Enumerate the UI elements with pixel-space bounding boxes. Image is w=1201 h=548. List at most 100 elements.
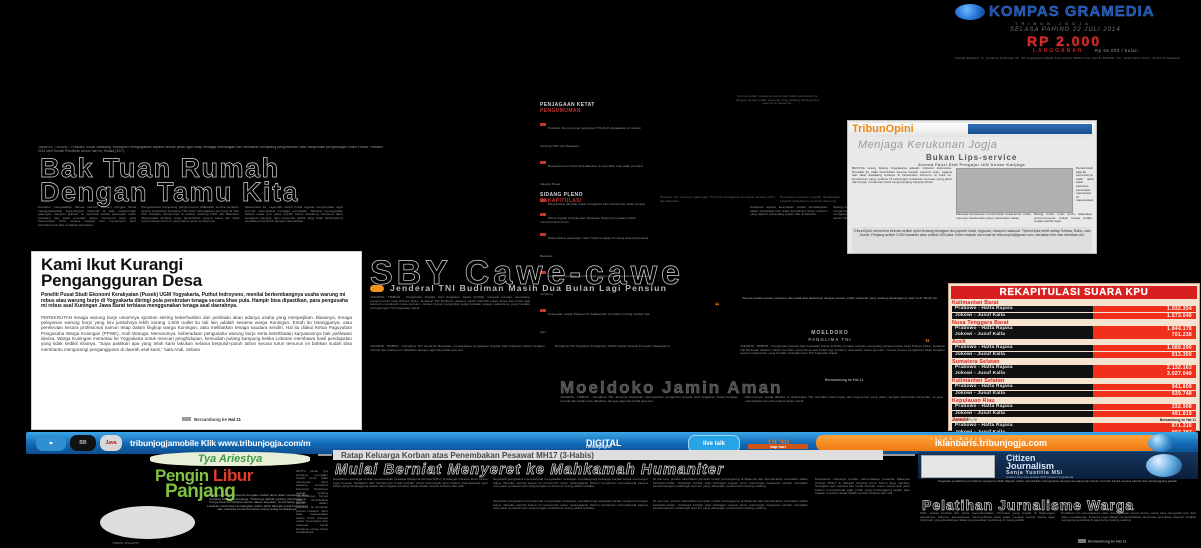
blackberry-icon[interactable]: BB bbox=[70, 435, 96, 451]
promo-navbar[interactable]: ⚭ BB Java tribunjogjamobile Klik www.tri… bbox=[26, 432, 1198, 454]
table-row: Prabowo - Hatta Rajasa 2.132.163 bbox=[952, 364, 1196, 371]
boxed-headline-line1: Kami Ikut Kurangi bbox=[41, 255, 184, 274]
boxed-continued-page[interactable]: Hal 11 bbox=[228, 417, 241, 422]
rekapitulasi-continued-page: Hal 11 bbox=[1186, 418, 1196, 422]
citizen-lead: Kegiatan pelatihan jurnalisme warga kemb… bbox=[938, 480, 1178, 483]
bullet-icon bbox=[540, 271, 546, 275]
photo-placeholder-icon bbox=[956, 168, 1073, 213]
celeb-photo-credit: TRIBUN JOGJA/IST bbox=[112, 541, 140, 545]
opini-title: Menjaga Kerukunan Jogja bbox=[858, 139, 998, 151]
lead-body-col-1: Presiden mengatakan bahwa seluruh elemen… bbox=[38, 206, 137, 227]
lead-headline: Bak Tuan Rumah Dengan Tamu Kita bbox=[40, 154, 400, 207]
frequency-time: 18.30 bbox=[766, 438, 790, 448]
quote-close: ” bbox=[925, 338, 930, 348]
rekapitulasi-candidate: Jokowi - Jusuf Kalla bbox=[952, 332, 1093, 339]
rekapitulasi-province: Aceh bbox=[952, 339, 966, 346]
bullet-icon bbox=[540, 161, 546, 165]
table-row: Jokowi - Jusuf Kalla 701.238 bbox=[952, 332, 1196, 339]
bullet-icon bbox=[540, 123, 546, 127]
masthead: KOMPAS GRAMEDIA TRIBUN JOGJA SELASA PAHI… bbox=[955, 2, 1197, 64]
citizen-continued[interactable]: Bersambung ke Hal 11 bbox=[1078, 539, 1126, 544]
rekapitulasi-candidate: Prabowo - Hatta Rajasa bbox=[952, 325, 1093, 332]
mobile-site-link[interactable]: tribunjogjamobile Klik www.tribunjogja.c… bbox=[130, 438, 311, 448]
rekapitulasi-candidate: Prabowo - Hatta Rajasa bbox=[952, 345, 1093, 352]
rekapitulasi-votes: 1.573.046 bbox=[1093, 312, 1196, 319]
lead-body-col-2: Pengamanan menjelang pengumuman dilakuka… bbox=[141, 206, 240, 224]
feature-col-3-top: Di sisi lain, proses identifikasi jenaza… bbox=[653, 478, 808, 489]
panel-penjagaan-item-2: Rekayasa lalu lintas diberlakukan di sej… bbox=[540, 164, 644, 186]
divider bbox=[883, 454, 915, 456]
rekapitulasi-votes: 2.132.163 bbox=[1093, 364, 1196, 371]
digital-newspaper-badge[interactable]: DIGITAL bbox=[586, 435, 682, 451]
rekapitulasi-province: Jambi bbox=[952, 417, 969, 424]
opini-col-3: Dialog lintas iman perlu dilakukan terus… bbox=[1034, 213, 1092, 224]
panel-penjagaan-item-3: Masyarakat diimbau tidak menggelar aksi … bbox=[540, 202, 646, 224]
rekapitulasi-province: Kepulauan Riau bbox=[952, 397, 995, 404]
opini-subtitle: Bukan Lips-service bbox=[926, 153, 1018, 162]
panel-sidang-item-4: Keberatan dapat diajukan ke Mahkamah Kon… bbox=[540, 312, 650, 334]
table-row: Prabowo - Hatta Rajasa 332.908 bbox=[952, 403, 1196, 410]
lead-headline-line2: Dengan Tamu Kita bbox=[40, 177, 300, 207]
boxed-body: PEREKRUTAN tenaga warung burjo umumnya s… bbox=[41, 314, 352, 352]
panel-sidang-item-3: Penetapan presiden terpilih dijadwalkan … bbox=[540, 274, 650, 296]
citizen-author-sub: Analisis Ilmu Komunikasi UPN Veteran Yog… bbox=[1006, 475, 1074, 479]
android-icon[interactable]: ⚭ bbox=[36, 435, 66, 451]
table-row: Jokowi - Jusuf Kalla 491.819 bbox=[952, 410, 1196, 417]
boxed-continued-label: Bersambung ke bbox=[194, 417, 227, 422]
rekapitulasi-votes: 871.316 bbox=[1093, 423, 1196, 430]
feature-col-4: Kepedihan keluarga korban penembakan pes… bbox=[815, 478, 910, 496]
feature-headline: Mulai Berniat Menyeret ke Mahkamah Human… bbox=[335, 461, 725, 479]
citizen-col-2: Pelatihan ini menekankan etika, kelengka… bbox=[1061, 512, 1196, 523]
table-row: Jokowi - Jusuf Kalla 913.309 bbox=[952, 351, 1196, 359]
rekapitulasi-votes: 1.844.178 bbox=[1093, 325, 1196, 332]
celeb-headline-part1: Pengin bbox=[155, 466, 209, 485]
orange-dot-icon bbox=[370, 285, 384, 293]
globe-icon bbox=[955, 4, 985, 20]
rekapitulasi-votes: 3.027.049 bbox=[1093, 371, 1196, 378]
iklanbaris-link[interactable]: iklanbaris.tribunjogja.com bbox=[816, 435, 1166, 451]
feature-col-2-top: Sejumlah pengacara internasional menyata… bbox=[493, 478, 648, 489]
moeldoko-continued-label: Bersambung ke bbox=[825, 378, 852, 382]
bullet-icon bbox=[540, 213, 546, 217]
rekapitulasi-votes: 1.089.290 bbox=[1093, 345, 1196, 352]
globe-icon bbox=[1146, 454, 1182, 477]
masthead-price: RP 2.000 bbox=[1027, 33, 1102, 49]
rekapitulasi-province: Kalimantan Selatan bbox=[952, 378, 1005, 385]
center-big-headline: SBY Cawe-cawe bbox=[370, 254, 685, 292]
quote-open: “ bbox=[715, 301, 720, 311]
opini-col-4: Pemerintah daerah semestinya hadir lebih… bbox=[1076, 167, 1094, 203]
table-row: Prabowo - Hatta Rajasa 1.089.290 bbox=[952, 345, 1196, 352]
rekapitulasi-continued[interactable]: Bersambung ke Hal 11 bbox=[1160, 418, 1196, 422]
panel-penjagaan: PENJAGAAN KETAT PENGUMUMAN Puluhan ribu … bbox=[540, 102, 650, 228]
opini-submission-note: TribunOpini menerima kiriman artikel opi… bbox=[852, 227, 1092, 253]
masthead-subscription-label: LANGGANAN bbox=[1033, 48, 1084, 54]
divider bbox=[318, 454, 332, 456]
center-mid-note: Puluhan ribu personel gabungan TNI-Polri… bbox=[660, 196, 775, 203]
rekapitulasi-votes: 491.819 bbox=[1093, 410, 1196, 417]
rekapitulasi-candidate: Prabowo - Hatta Rajasa bbox=[952, 403, 1093, 410]
citizen-title-line1: Citizen bbox=[1006, 453, 1036, 463]
feature-col-2: Sejumlah pengacara internasional menyata… bbox=[493, 500, 648, 511]
rekapitulasi-continued-label: Bersambung ke bbox=[1159, 418, 1186, 422]
table-row: Prabowo - Hatta Rajasa 941.809 bbox=[952, 384, 1196, 391]
quote-attribution-role: PANGLIMA TNI bbox=[808, 337, 852, 342]
panel-penjagaan-subtitle: PENGUMUMAN bbox=[540, 108, 581, 114]
center-subhead: Jenderal TNI Budiman Masih Dua Bulan Lag… bbox=[370, 283, 950, 293]
moeldoko-col-1: JAKARTA, TRIBUN - Panglima TNI Jenderal … bbox=[560, 396, 738, 403]
center-story-quote: Semua sudah sesuai prosedur dan tidak ad… bbox=[742, 297, 938, 300]
digital-line1: DIGITAL bbox=[586, 437, 622, 448]
table-row: Jokowi - Jusuf Kalla 939.748 bbox=[952, 391, 1196, 398]
celeb-name: Tya Ariestya bbox=[150, 452, 310, 466]
rekapitulasi-votes: 332.908 bbox=[1093, 403, 1196, 410]
citizen-title-line2: Journalism bbox=[1006, 461, 1055, 471]
masthead-footer-note: Alamat Redaksi: Jl. Jenderal Sudirman No… bbox=[955, 56, 1181, 60]
feature-kicker-strip: Ratap Keluarga Korban atas Penembakan Pe… bbox=[333, 450, 883, 460]
globe-icon bbox=[1148, 434, 1174, 452]
panel-sidang-title: SIDANG PLENO bbox=[540, 192, 583, 198]
java-icon[interactable]: Java bbox=[100, 435, 122, 451]
center-top-note: Semua sudah sesuai prosedur dan tidak ad… bbox=[735, 95, 820, 106]
square-marker-icon bbox=[1078, 539, 1086, 543]
moeldoko-continued-page[interactable]: Hal 11 bbox=[852, 378, 864, 382]
opini-byline: Ahmad Fauzi Staf Pengajar UIN Sunan Kali… bbox=[918, 162, 1025, 167]
frequency-sub: tiap hari bbox=[748, 444, 808, 449]
